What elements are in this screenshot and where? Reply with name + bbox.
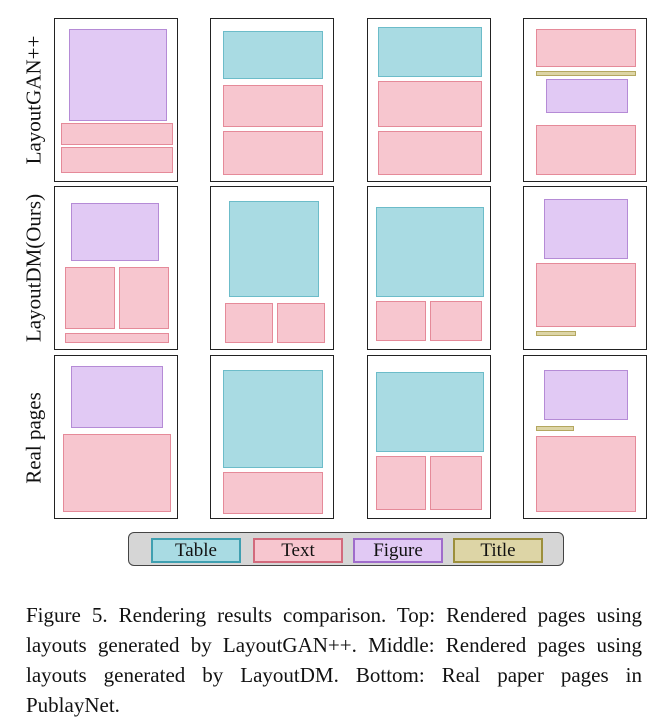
title-block: [536, 71, 636, 76]
table-block: [223, 370, 323, 468]
row-label-layoutgan: LayoutGAN++: [21, 35, 46, 165]
page-thumbnail: [523, 18, 647, 182]
text-block: [61, 123, 173, 145]
table-block: [229, 201, 319, 297]
page-thumbnail: [367, 355, 491, 519]
text-block: [225, 303, 273, 343]
text-block: [536, 29, 636, 67]
text-block: [376, 301, 426, 341]
figure-block: [544, 199, 628, 259]
legend-item-title: Title: [453, 538, 543, 563]
figure-block: [69, 29, 167, 121]
page-thumbnail: [54, 18, 178, 182]
page-thumbnail: [54, 186, 178, 350]
text-block: [430, 456, 482, 510]
text-block: [536, 436, 636, 512]
text-block: [223, 85, 323, 127]
text-block: [65, 267, 115, 329]
legend-item-text: Text: [253, 538, 343, 563]
legend-item-figure: Figure: [353, 538, 443, 563]
row-label-layoutdm: LayoutDM(Ours): [21, 193, 46, 343]
title-block: [536, 426, 574, 431]
figure-block: [71, 203, 159, 261]
figure-block: [544, 370, 628, 420]
figure-block: [71, 366, 163, 428]
page-thumbnail: [523, 355, 647, 519]
page-thumbnail: [54, 355, 178, 519]
table-block: [376, 207, 484, 297]
text-block: [536, 125, 636, 175]
table-block: [376, 372, 484, 452]
page-thumbnail: [523, 186, 647, 350]
page-thumbnail: [210, 186, 334, 350]
figure-caption: Figure 5. Rendering results comparison. …: [26, 603, 642, 717]
figure-block: [546, 79, 628, 113]
text-block: [376, 456, 426, 510]
text-block: [378, 81, 482, 127]
text-block: [65, 333, 169, 343]
page-thumbnail: [367, 186, 491, 350]
page-thumbnail: [210, 355, 334, 519]
text-block: [223, 472, 323, 514]
text-block: [430, 301, 482, 341]
text-block: [119, 267, 169, 329]
text-block: [63, 434, 171, 512]
page-thumbnail: [367, 18, 491, 182]
text-block: [277, 303, 325, 343]
table-block: [223, 31, 323, 79]
text-block: [61, 147, 173, 173]
title-block: [536, 331, 576, 336]
text-block: [223, 131, 323, 175]
text-block: [536, 263, 636, 327]
row-label-real-pages: Real pages: [21, 392, 46, 484]
legend: Table Text Figure Title: [128, 532, 564, 566]
legend-item-table: Table: [151, 538, 241, 563]
text-block: [378, 131, 482, 175]
table-block: [378, 27, 482, 77]
page-thumbnail: [210, 18, 334, 182]
